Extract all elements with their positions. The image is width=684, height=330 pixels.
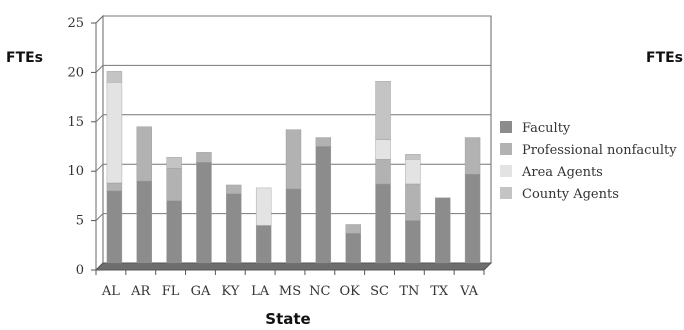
bar-segment-ky-professional-nonfaculty [226,184,242,195]
bar-segment-al-county-agents [106,71,123,83]
bar-segment-la-area-agents [255,187,272,226]
bar-segment-al-area-agents [106,81,123,184]
x-tick-label: GA [191,284,211,299]
x-tick-label: AR [130,284,151,299]
bar-segment-ok-professional-nonfaculty [345,224,361,234]
bar-segment-ok-faculty [345,233,361,264]
y-tick-label: 20 [67,65,84,80]
bar-segment-va-faculty [464,173,481,264]
bar-segment-fl-professional-nonfaculty [166,167,182,201]
y-tick-label: 5 [76,214,84,229]
y-axis-label: FTEs [6,50,43,66]
bar-segment-tn-professional-nonfaculty [405,183,421,221]
legend-label-professional-nonfaculty: Professional nonfaculty [522,143,677,158]
x-tick-label: MS [279,284,301,299]
y-tick-label: 0 [76,263,84,278]
legend-label-faculty: Faculty [522,121,571,136]
bar-segment-tx-faculty [435,197,451,264]
bar-segment-fl-faculty [166,200,182,264]
legend: Faculty Professional nonfaculty Area Agent… [500,121,677,202]
legend-label-county-agents: County Agents [522,187,619,202]
legend-swatch-professional-nonfaculty [500,143,512,155]
legend-swatch-faculty [500,121,512,133]
x-tick-label: OK [340,284,361,299]
x-tick-label: AL [101,284,120,299]
bar-segment-ga-professional-nonfaculty [196,152,212,163]
bar-segment-ky-faculty [226,193,242,264]
x-tick-label: NC [309,284,330,299]
bar-segment-ar-faculty [136,180,152,264]
bar-segment-nc-professional-nonfaculty [315,137,332,147]
gridline-side [95,114,104,123]
bar-segment-tn-faculty [405,220,421,264]
plot-side-wall [95,14,104,272]
bar-segment-la-faculty [255,225,272,264]
bar-segment-al-faculty [106,190,123,264]
x-tick-label: SC [370,284,389,299]
y-tick-label: 25 [67,16,84,31]
x-tick-label: VA [459,284,479,299]
bar-segment-ar-professional-nonfaculty [136,126,152,182]
bar-segment-al-professional-nonfaculty [106,182,123,192]
axes: 0 5 10 15 20 25 AL AR FL GA KY LA MS NC OK SC TN TX VA [67,16,485,299]
bar-segment-tn-county-agents [405,154,421,160]
bar-segment-nc-faculty [315,146,332,264]
legend-label-area-agents: Area Agents [521,165,603,180]
y-tick-label: 10 [67,164,84,179]
plot-floor [94,262,493,271]
bar-segment-ga-faculty [196,162,212,264]
gridline-side [95,163,104,172]
gridline-side [95,213,104,221]
legend-swatch-county-agents [500,187,512,199]
gridline-side [95,65,104,73]
y-axis-label-clipped: FTEs [646,50,683,66]
bar-segment-sc-faculty [375,183,391,264]
bar-segment-fl-county-agents [166,157,182,169]
x-tick-label: KY [221,284,239,299]
bar-segment-ms-faculty [285,188,302,264]
bar-segment-sc-county-agents [375,81,391,140]
x-tick-label: TN [399,284,419,299]
x-tick-label: FL [162,284,180,299]
x-tick-label: TX [430,284,449,299]
bar-segment-tn-area-agents [405,159,421,185]
x-axis-label: State [265,310,310,328]
bar-segment-va-professional-nonfaculty [464,137,481,175]
gridline-side [95,15,104,24]
x-tick-label: LA [251,284,270,299]
bar-segment-sc-area-agents [375,139,391,160]
bars [106,71,481,264]
y-tick-label: 15 [67,115,84,130]
bar-segment-sc-professional-nonfaculty [375,159,391,185]
legend-swatch-area-agents [500,165,512,177]
bar-segment-ms-professional-nonfaculty [285,129,302,190]
